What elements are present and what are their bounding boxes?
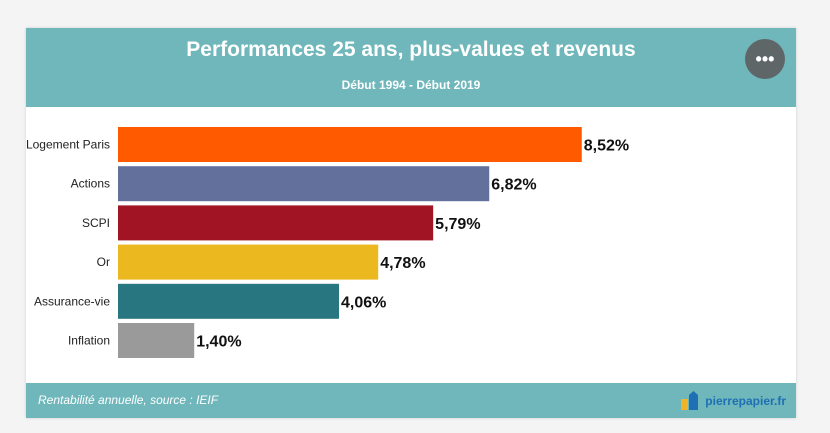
chart-card: Performances 25 ans, plus-values et reve… [26, 28, 796, 418]
category-label: Assurance-vie [34, 294, 110, 308]
category-label: Inflation [68, 334, 110, 348]
bar-chart: Logement Paris 8,52% Actions 6,82% SCPI 5,79%… [26, 127, 629, 358]
logo-text: pierrepapier.fr [705, 394, 786, 408]
more-options-button[interactable]: ••• [745, 39, 785, 79]
chart-title: Performances 25 ans, plus-values et reve… [186, 38, 636, 61]
brand-logo[interactable]: pierrepapier.fr [679, 389, 786, 413]
value-label: 8,52% [584, 138, 629, 155]
category-label: Logement Paris [26, 138, 110, 152]
value-label: 1,40% [196, 334, 241, 351]
bar-inflation [118, 323, 195, 358]
house-icon [681, 391, 699, 410]
value-label: 4,06% [341, 294, 386, 311]
category-label: Or [97, 255, 110, 269]
chart-subtitle: Début 1994 - Début 2019 [341, 78, 481, 92]
category-label: SCPI [82, 216, 110, 230]
source-note: Rentabilité annuelle, source : IEIF [38, 393, 219, 407]
bar-logement-paris [118, 127, 582, 162]
value-label: 5,79% [435, 216, 480, 233]
chart-header: Performances 25 ans, plus-values et reve… [26, 28, 796, 107]
bar-or [118, 244, 379, 280]
more-options-icon: ••• [755, 48, 775, 69]
value-label: 6,82% [491, 177, 536, 194]
category-label: Actions [71, 177, 110, 191]
bar-scpi [118, 205, 434, 241]
bar-actions [118, 166, 490, 202]
chart-footer: Rentabilité annuelle, source : IEIF pier… [26, 383, 796, 418]
value-label: 4,78% [380, 255, 425, 272]
bar-assurance-vie [118, 283, 340, 319]
